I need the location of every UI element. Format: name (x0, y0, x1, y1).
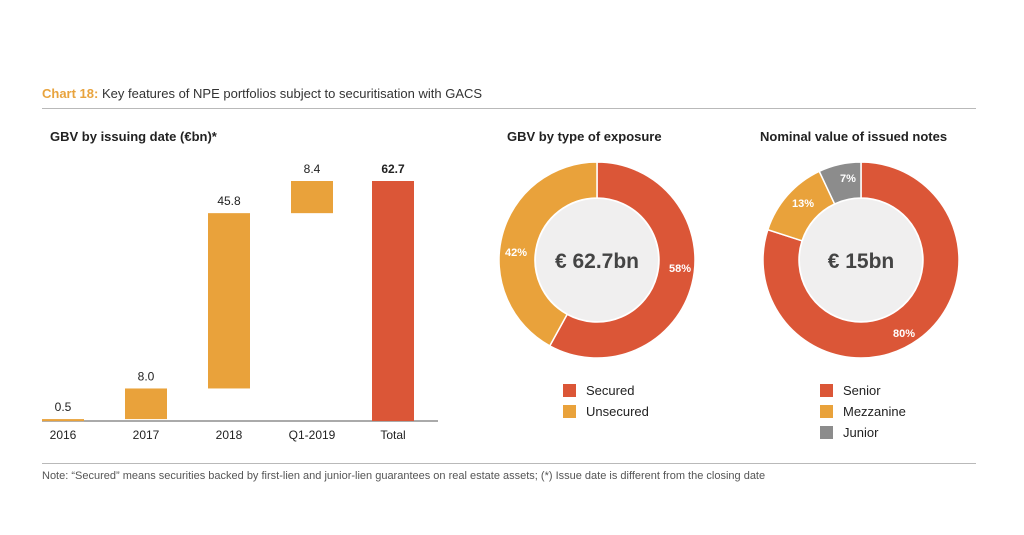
x-tick-label-2018: 2018 (216, 428, 243, 442)
legend-swatch-junior (820, 426, 833, 439)
bar-value-label-2017: 8.0 (138, 369, 155, 383)
x-tick-label-q1-2019: Q1-2019 (289, 428, 336, 442)
bar-2016 (42, 419, 84, 422)
donut1-subtitle: GBV by type of exposure (507, 129, 662, 144)
donut1-legend: Secured Unsecured (563, 380, 649, 422)
donut1-slice-secured (548, 161, 696, 359)
donut2-pct-label-senior: 80% (893, 328, 915, 340)
legend-swatch-secured (563, 384, 576, 397)
legend-swatch-senior (820, 384, 833, 397)
donut2-pct-label-mezzanine: 13% (792, 198, 814, 210)
donut2-legend: Senior Mezzanine Junior (820, 380, 906, 443)
legend-item-unsecured: Unsecured (563, 401, 649, 422)
bar-chart-subtitle: GBV by issuing date (€bn)* (50, 129, 217, 144)
legend-swatch-mezzanine (820, 405, 833, 418)
bar-value-label-total: 62.7 (381, 162, 405, 176)
legend-item-senior: Senior (820, 380, 906, 401)
donut1-center-label: € 62.7bn (555, 250, 639, 273)
x-tick-label-2017: 2017 (133, 428, 160, 442)
donut1-center-disc (536, 199, 658, 321)
donut2-pct-label-junior: 7% (840, 173, 856, 185)
legend-label-senior: Senior (843, 383, 881, 398)
donut1-pct-label-unsecured: 42% (505, 247, 527, 259)
legend-label-junior: Junior (843, 425, 879, 440)
legend-label-mezzanine: Mezzanine (843, 404, 906, 419)
bar-value-label-2018: 45.8 (217, 194, 241, 208)
bar-2018 (208, 213, 250, 389)
x-tick-label-2016: 2016 (50, 428, 77, 442)
legend-label-secured: Secured (586, 383, 635, 398)
top-rule (42, 108, 976, 109)
legend-item-mezzanine: Mezzanine (820, 401, 906, 422)
chart-number: Chart 18: (42, 86, 99, 101)
bar-value-label-q1-2019: 8.4 (304, 162, 321, 176)
donut1-slice-unsecured (498, 161, 598, 347)
donut1-pct-label-secured: 58% (669, 263, 691, 275)
legend-item-junior: Junior (820, 422, 906, 443)
bar-value-label-2016: 0.5 (55, 400, 72, 414)
bar-q1-2019 (291, 181, 333, 214)
chart-title: Chart 18: Key features of NPE portfolios… (42, 86, 482, 101)
donut2-center-label: € 15bn (828, 250, 895, 273)
donut2-slice-senior (762, 161, 960, 359)
chart-title-text: Key features of NPE portfolios subject t… (101, 86, 483, 101)
footnote: Note: “Secured” means securities backed … (42, 470, 766, 482)
legend-swatch-unsecured (563, 405, 576, 418)
donut2-subtitle: Nominal value of issued notes (760, 129, 948, 144)
legend-item-secured: Secured (563, 380, 649, 401)
bar-2017 (125, 388, 167, 420)
bottom-rule (42, 463, 976, 464)
legend-label-unsecured: Unsecured (586, 404, 649, 419)
donut2-center-disc (800, 199, 922, 321)
bar-total (372, 181, 414, 421)
x-tick-label-total: Total (380, 428, 405, 442)
donut2-slice-junior (818, 161, 862, 205)
